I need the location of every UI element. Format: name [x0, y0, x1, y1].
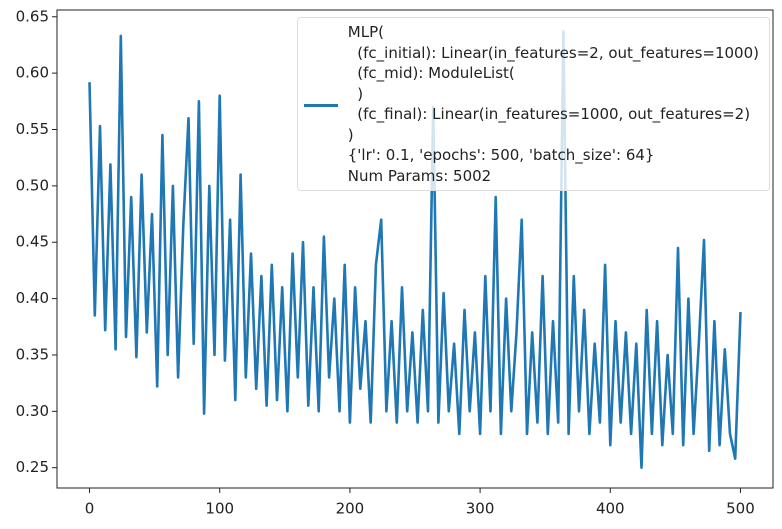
x-tick-label: 500 — [726, 500, 755, 518]
y-tick-label: 0.60 — [16, 64, 49, 82]
y-tick-label: 0.30 — [16, 402, 49, 420]
y-tick-label: 0.55 — [16, 120, 49, 138]
legend-swatch — [303, 104, 338, 107]
y-tick-label: 0.25 — [16, 458, 49, 476]
x-tick-label: 400 — [596, 500, 625, 518]
plot-frame — [56, 9, 774, 489]
x-tick-label: 100 — [205, 500, 234, 518]
y-tick-label: 0.45 — [16, 233, 49, 251]
data-line — [88, 30, 742, 469]
x-tick-label: 0 — [85, 500, 95, 518]
y-tick-label: 0.35 — [16, 345, 49, 363]
legend-label: MLP( (fc_initial): Linear(in_features=2,… — [347, 23, 759, 185]
x-tick-label: 200 — [336, 500, 365, 518]
x-tick-label: 300 — [466, 500, 495, 518]
legend: MLP( (fc_initial): Linear(in_features=2,… — [296, 17, 770, 191]
y-tick-label: 0.40 — [16, 289, 49, 307]
y-tick-label: 0.65 — [16, 7, 49, 25]
y-tick-label: 0.50 — [16, 176, 49, 194]
